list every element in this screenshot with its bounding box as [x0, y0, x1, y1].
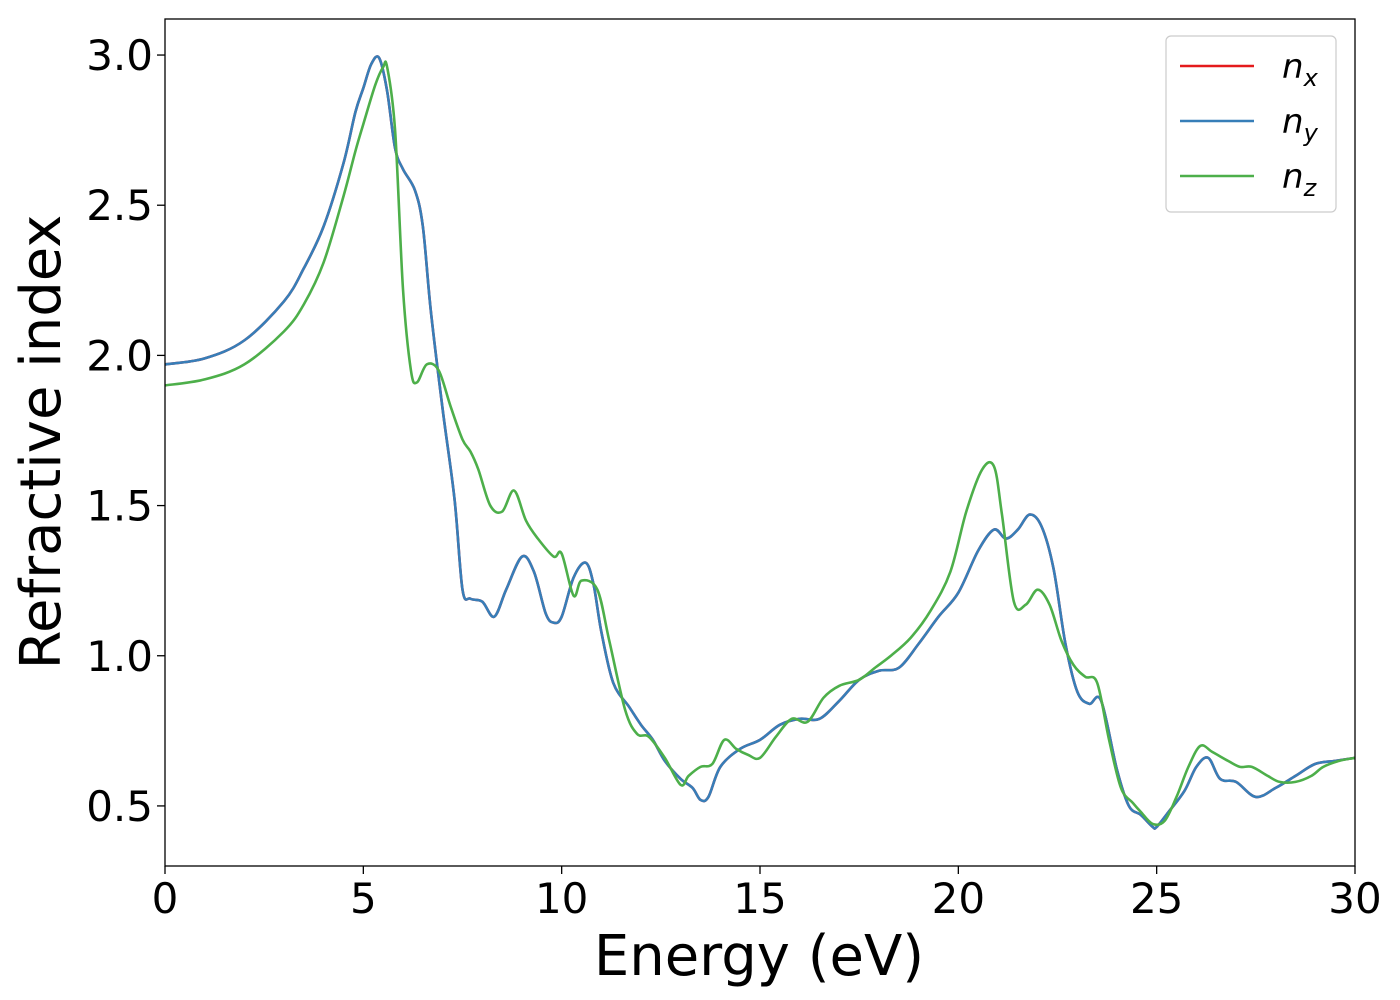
x-tick-label: 0 [152, 874, 179, 923]
x-tick-label: 15 [733, 874, 786, 923]
y-tick-label: 3.0 [86, 31, 153, 80]
x-tick-label: 10 [535, 874, 588, 923]
plot-lines [165, 55, 1355, 830]
x-tick-label: 30 [1328, 874, 1381, 923]
series-line-nz [165, 60, 1355, 827]
y-tick-label: 1.0 [86, 632, 153, 681]
x-axis-ticks: 0 5 10 15 20 25 30 [152, 866, 1382, 923]
y-axis-label: Refractive index [9, 215, 74, 670]
x-tick-label: 5 [350, 874, 377, 923]
x-tick-label: 20 [932, 874, 985, 923]
y-tick-label: 0.5 [86, 782, 153, 831]
y-tick-label: 2.0 [86, 331, 153, 380]
y-tick-label: 2.5 [86, 181, 153, 230]
x-axis-label: Energy (eV) [594, 924, 924, 989]
legend-box [1165, 35, 1337, 213]
series-line-ny [165, 55, 1355, 830]
x-tick-label: 25 [1130, 874, 1183, 923]
y-tick-label: 1.5 [86, 482, 153, 531]
y-axis-ticks: 0.5 1.0 1.5 2.0 2.5 3.0 [86, 31, 165, 831]
